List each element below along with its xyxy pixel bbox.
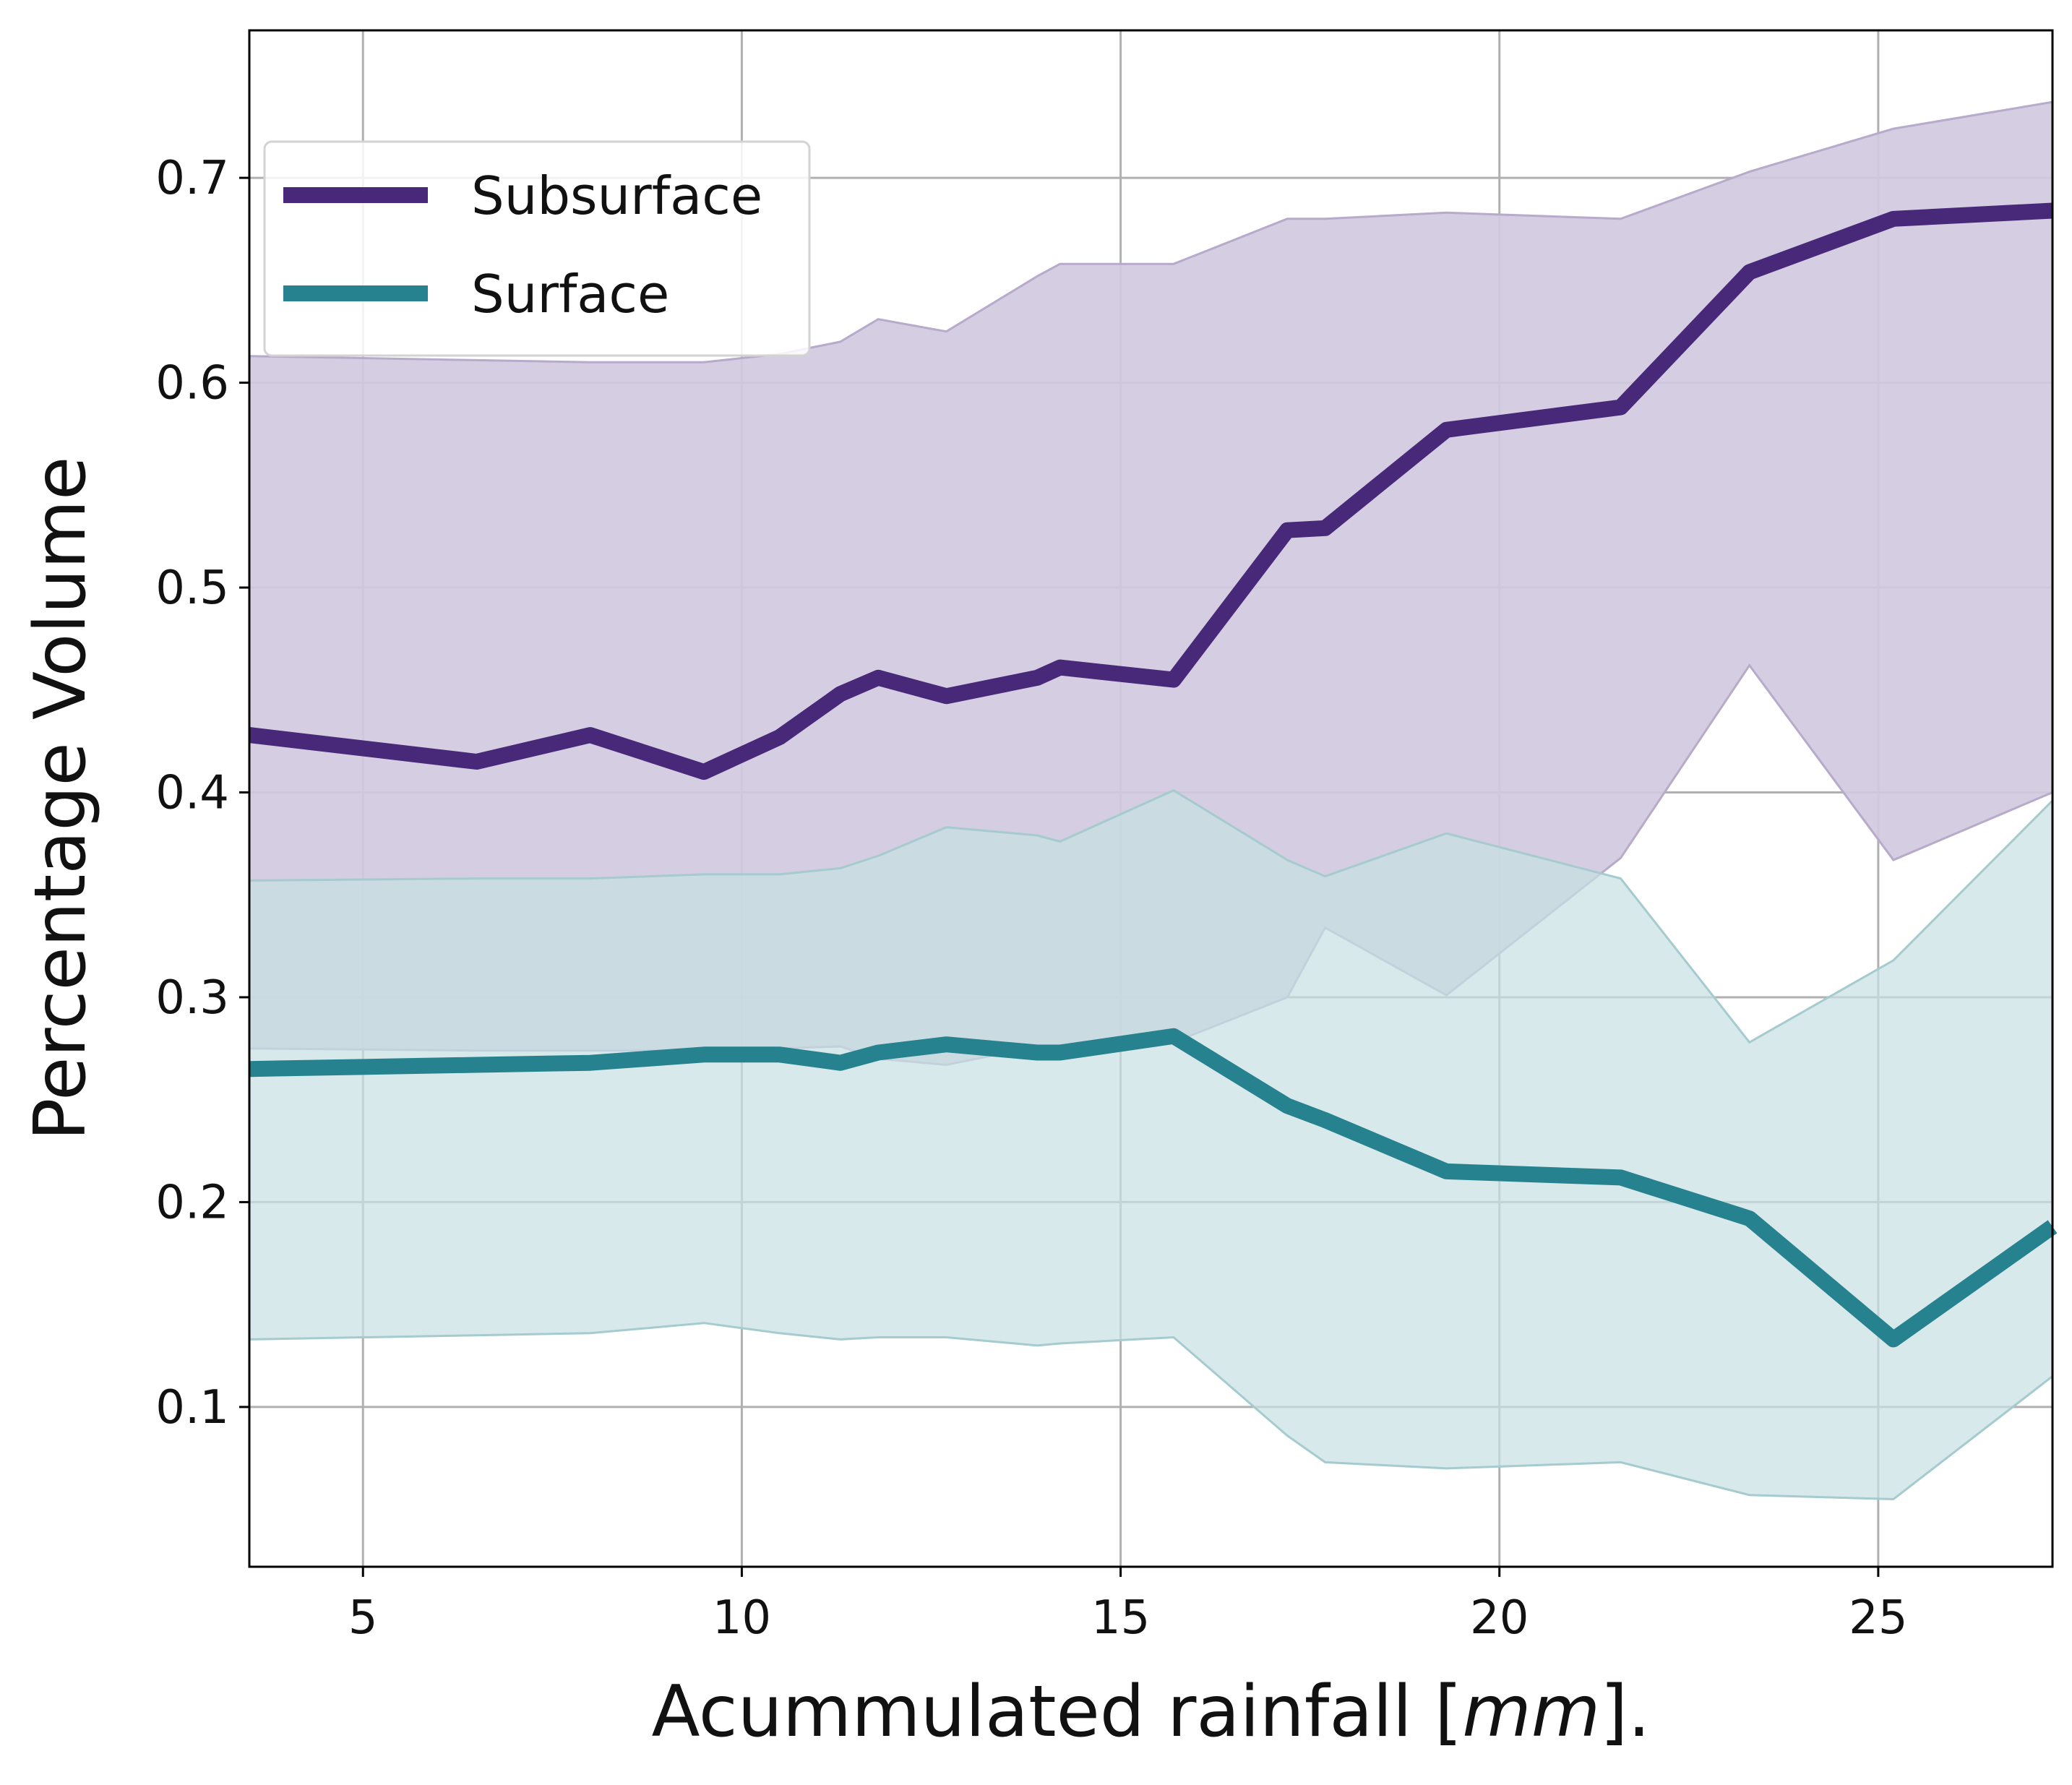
- y-tick-label: 0.3: [155, 971, 229, 1025]
- y-tick-label: 0.7: [155, 152, 229, 205]
- line-surface: [249, 1028, 2058, 1348]
- y-tick-label: 0.4: [155, 766, 229, 820]
- legend-label-subsurface: Subsurface: [471, 165, 762, 226]
- x-axis-label: Acummulated rainfall [mm].: [651, 1671, 1650, 1753]
- x-tick-label: 5: [348, 1591, 378, 1645]
- x-axis-label-text: Acummulated rainfall [: [651, 1671, 1462, 1753]
- y-tick-label: 0.6: [155, 357, 229, 410]
- x-tick-label: 25: [1849, 1591, 1907, 1645]
- y-axis-label: Percentage Volume: [20, 457, 102, 1141]
- series-lines: [248, 202, 2058, 1348]
- y-tick-label: 0.5: [155, 562, 229, 615]
- x-tick-label: 20: [1470, 1591, 1529, 1645]
- legend: Subsurface Surface: [263, 140, 811, 357]
- plot-frame: [248, 29, 2054, 1568]
- x-tick-label: 10: [713, 1591, 771, 1645]
- line-subsurface: [248, 202, 2053, 780]
- legend-label-surface: Surface: [471, 264, 669, 324]
- y-tick-label: 0.1: [155, 1381, 229, 1435]
- x-axis-label-unit: mm: [1462, 1671, 1600, 1753]
- uncertainty-bands: [248, 100, 2054, 1501]
- x-tick-label: 15: [1091, 1591, 1150, 1645]
- y-tick-label: 0.2: [155, 1176, 229, 1229]
- x-axis-label-suffix: ].: [1600, 1671, 1650, 1753]
- axis-ticks: 5 10 15 20 25 0.1 0.2 0.3 0.4 0.5 0.6 0.7: [155, 152, 1907, 1645]
